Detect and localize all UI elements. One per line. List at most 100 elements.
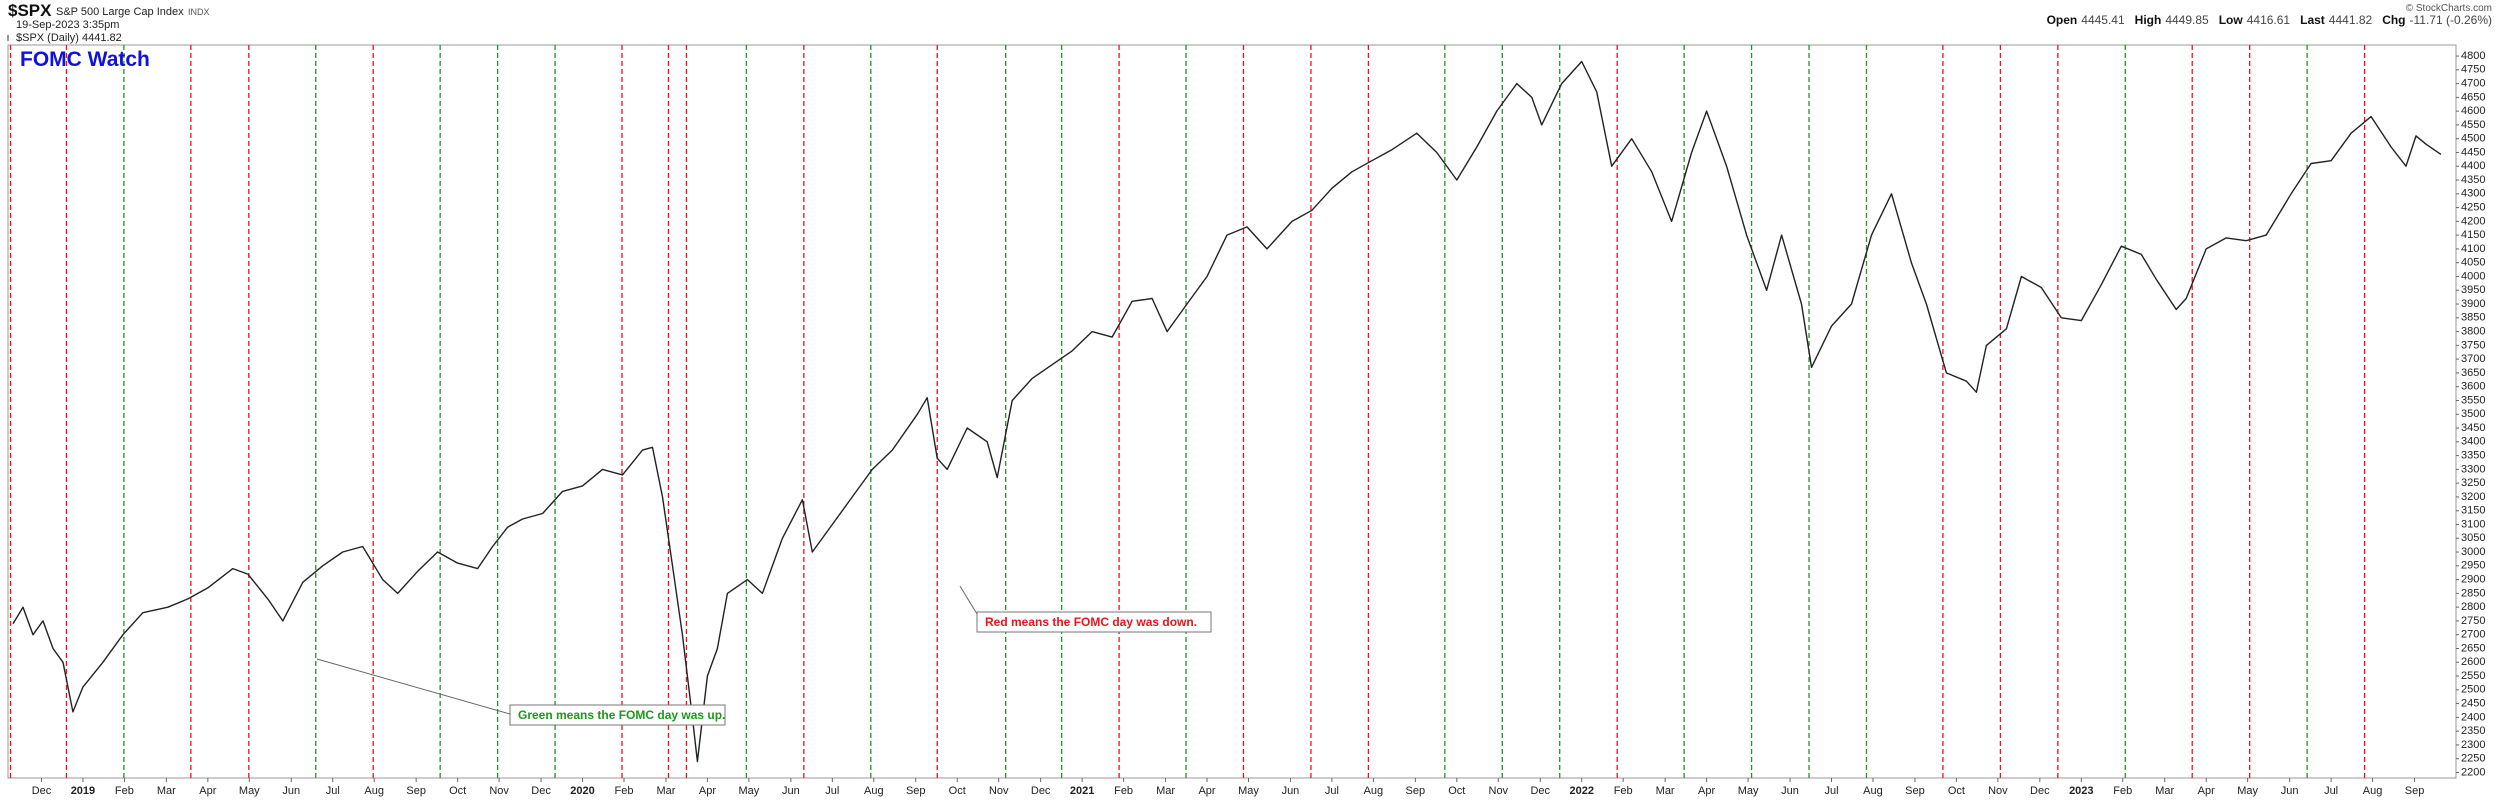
x-tick-label: Apr bbox=[2198, 785, 2215, 797]
y-tick-label: 4650 bbox=[2461, 91, 2485, 103]
x-tick-label: Dec bbox=[531, 785, 551, 797]
x-tick-label: Sep bbox=[906, 785, 926, 797]
y-tick-label: 3850 bbox=[2461, 312, 2485, 324]
x-tick-label: Dec bbox=[2030, 785, 2050, 797]
fomc-lines bbox=[9, 45, 2366, 778]
x-tick-label: Mar bbox=[1156, 785, 1175, 797]
x-tick-label: Nov bbox=[489, 785, 509, 797]
quote-label: Last bbox=[2300, 13, 2325, 27]
price-series bbox=[12, 60, 2442, 763]
y-tick-label: 3800 bbox=[2461, 325, 2485, 337]
y-tick-label: 4250 bbox=[2461, 201, 2485, 213]
x-tick-label: Dec bbox=[1530, 785, 1550, 797]
x-tick-label: Feb bbox=[115, 785, 134, 797]
x-tick-label: Aug bbox=[1364, 785, 1384, 797]
y-tick-label: 3400 bbox=[2461, 436, 2485, 448]
x-tick-label: Sep bbox=[2405, 785, 2425, 797]
x-tick-label: Aug bbox=[864, 785, 884, 797]
y-tick-label: 4300 bbox=[2461, 188, 2485, 200]
x-tick-label: Mar bbox=[1656, 785, 1675, 797]
x-tick-label: Jun bbox=[2281, 785, 2299, 797]
y-tick-label: 3000 bbox=[2461, 546, 2485, 558]
x-tick-label: Nov bbox=[1988, 785, 2008, 797]
y-tick-label: 2650 bbox=[2461, 642, 2485, 654]
x-tick-label: Apr bbox=[199, 785, 216, 797]
quote-value: 4445.41 bbox=[2081, 13, 2125, 27]
y-tick-label: 4750 bbox=[2461, 64, 2485, 76]
datetime: 19-Sep-2023 3:35pm bbox=[16, 19, 119, 31]
y-tick-label: 2550 bbox=[2461, 670, 2485, 682]
x-tick-label: Apr bbox=[1698, 785, 1715, 797]
x-tick-label: Mar bbox=[157, 785, 176, 797]
y-tick-label: 2900 bbox=[2461, 574, 2485, 586]
y-tick-label: 3750 bbox=[2461, 339, 2485, 351]
y-tick-label: 4150 bbox=[2461, 229, 2485, 241]
y-tick-label: 4050 bbox=[2461, 257, 2485, 269]
x-tick-label: Sep bbox=[1905, 785, 1925, 797]
y-tick-label: 3300 bbox=[2461, 463, 2485, 475]
y-tick-label: 3450 bbox=[2461, 422, 2485, 434]
chart-title: FOMC Watch bbox=[20, 48, 150, 71]
x-tick-label: Feb bbox=[1614, 785, 1633, 797]
y-tick-label: 2500 bbox=[2461, 684, 2485, 696]
quote-value: 4449.85 bbox=[2165, 13, 2209, 27]
x-tick-label: Oct bbox=[1448, 785, 1465, 797]
y-tick-label: 2450 bbox=[2461, 698, 2485, 710]
symbol: $SPX bbox=[8, 1, 52, 20]
y-tick-label: 4600 bbox=[2461, 105, 2485, 117]
y-tick-label: 2250 bbox=[2461, 753, 2485, 765]
y-tick-label: 4550 bbox=[2461, 119, 2485, 131]
y-tick-label: 3350 bbox=[2461, 449, 2485, 461]
x-tick-label: May bbox=[1738, 785, 1759, 797]
x-tick-label: 2023 bbox=[2069, 785, 2093, 797]
annotation-pointer bbox=[959, 585, 978, 615]
y-tick-label: 3700 bbox=[2461, 353, 2485, 365]
x-tick-label: Jun bbox=[1282, 785, 1300, 797]
y-tick-label: 3550 bbox=[2461, 394, 2485, 406]
x-tick-label: Sep bbox=[1406, 785, 1426, 797]
x-tick-label: Jun bbox=[282, 785, 300, 797]
y-tick-label: 3600 bbox=[2461, 381, 2485, 393]
y-tick-label: 4400 bbox=[2461, 160, 2485, 172]
y-tick-label: 2350 bbox=[2461, 725, 2485, 737]
x-tick-label: Oct bbox=[449, 785, 466, 797]
x-tick-label: May bbox=[2237, 785, 2258, 797]
x-tick-label: Aug bbox=[1863, 785, 1883, 797]
x-tick-label: Oct bbox=[949, 785, 966, 797]
x-tick-label: Jun bbox=[782, 785, 800, 797]
x-tick-label: Apr bbox=[699, 785, 716, 797]
annotation: Green means the FOMC day was up. bbox=[518, 708, 725, 722]
quote-label: Low bbox=[2219, 13, 2244, 27]
x-tick-label: Feb bbox=[1114, 785, 1133, 797]
x-tick-label: Oct bbox=[1948, 785, 1965, 797]
quote-value: -11.71 (-0.26%) bbox=[2410, 13, 2492, 27]
y-tick-label: 3150 bbox=[2461, 505, 2485, 517]
x-tick-label: May bbox=[1238, 785, 1259, 797]
x-tick-label: Nov bbox=[989, 785, 1009, 797]
y-tick-label: 3200 bbox=[2461, 491, 2485, 503]
x-tick-label: Jul bbox=[2324, 785, 2338, 797]
y-tick-label: 3050 bbox=[2461, 532, 2485, 544]
x-tick-label: Aug bbox=[364, 785, 384, 797]
x-tick-label: Mar bbox=[656, 785, 675, 797]
axes: 2200225023002350240024502500255026002650… bbox=[32, 50, 2486, 797]
x-tick-label: May bbox=[239, 785, 260, 797]
x-tick-label: Dec bbox=[32, 785, 52, 797]
x-tick-label: 2019 bbox=[71, 785, 95, 797]
quote-label: Open bbox=[2047, 13, 2078, 27]
y-tick-label: 4800 bbox=[2461, 50, 2485, 62]
y-tick-label: 4200 bbox=[2461, 215, 2485, 227]
y-tick-label: 4350 bbox=[2461, 174, 2485, 186]
y-tick-label: 2400 bbox=[2461, 711, 2485, 723]
x-tick-label: 2022 bbox=[1569, 785, 1593, 797]
x-tick-label: Feb bbox=[615, 785, 634, 797]
x-tick-label: Sep bbox=[406, 785, 426, 797]
y-tick-label: 2800 bbox=[2461, 601, 2485, 613]
annotation-box bbox=[509, 704, 726, 726]
y-tick-label: 2200 bbox=[2461, 766, 2485, 778]
y-tick-label: 4700 bbox=[2461, 77, 2485, 89]
y-tick-label: 2700 bbox=[2461, 629, 2485, 641]
y-tick-label: 3100 bbox=[2461, 518, 2485, 530]
x-tick-label: 2020 bbox=[570, 785, 594, 797]
y-tick-label: 3900 bbox=[2461, 298, 2485, 310]
